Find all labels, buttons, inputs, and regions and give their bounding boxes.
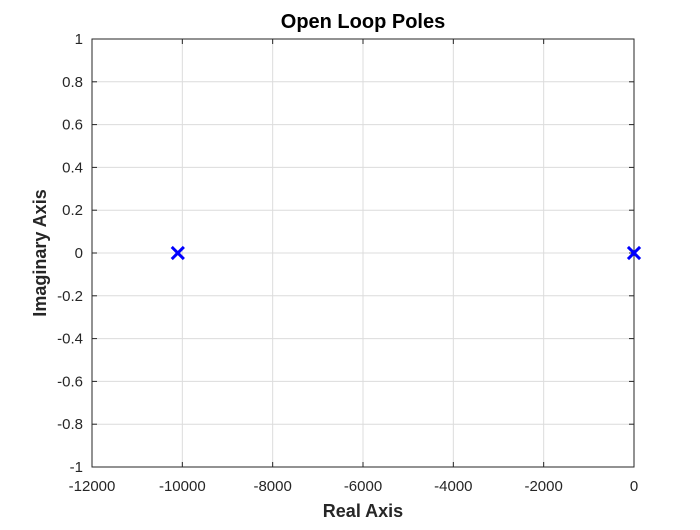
- y-tick-labels: -1 -0.8 -0.6 -0.4 -0.2 0 0.2 0.4 0.6 0.8 1: [57, 31, 83, 476]
- y-tick-label: 0.4: [62, 159, 83, 176]
- x-tick-label: -2000: [524, 478, 562, 495]
- x-tick-label: -8000: [253, 478, 291, 495]
- x-tick-label: -10000: [159, 478, 206, 495]
- pole-marker: [170, 245, 185, 261]
- y-tick-label: 1: [75, 31, 83, 48]
- y-tick-label: -0.4: [57, 331, 83, 348]
- x-axis-label: Real Axis: [323, 501, 403, 521]
- tick-marks: [91, 38, 635, 468]
- chart-title: Open Loop Poles: [281, 11, 445, 33]
- x-tick-label: 0: [630, 478, 638, 495]
- y-tick-label: 0: [75, 245, 83, 262]
- y-tick-label: -0.2: [57, 288, 83, 305]
- x-tick-labels: -12000 -10000 -8000 -6000 -4000 -2000 0: [69, 478, 639, 495]
- pole-marker-stroke: [170, 245, 185, 261]
- pole-marker-stroke: [626, 245, 642, 261]
- x-tick-label: -12000: [69, 478, 116, 495]
- pole-markers: [170, 245, 642, 261]
- y-tick-label: 0.2: [62, 202, 83, 219]
- y-tick-label: -0.8: [57, 416, 83, 433]
- x-tick-label: -4000: [434, 478, 472, 495]
- y-axis-label: Imaginary Axis: [30, 189, 50, 316]
- x-tick-label: -6000: [344, 478, 382, 495]
- y-tick-label: 0.6: [62, 117, 83, 134]
- pole-marker: [626, 245, 642, 261]
- y-tick-label: -0.6: [57, 373, 83, 390]
- y-tick-label: -1: [70, 459, 83, 476]
- y-tick-label: 0.8: [62, 74, 83, 91]
